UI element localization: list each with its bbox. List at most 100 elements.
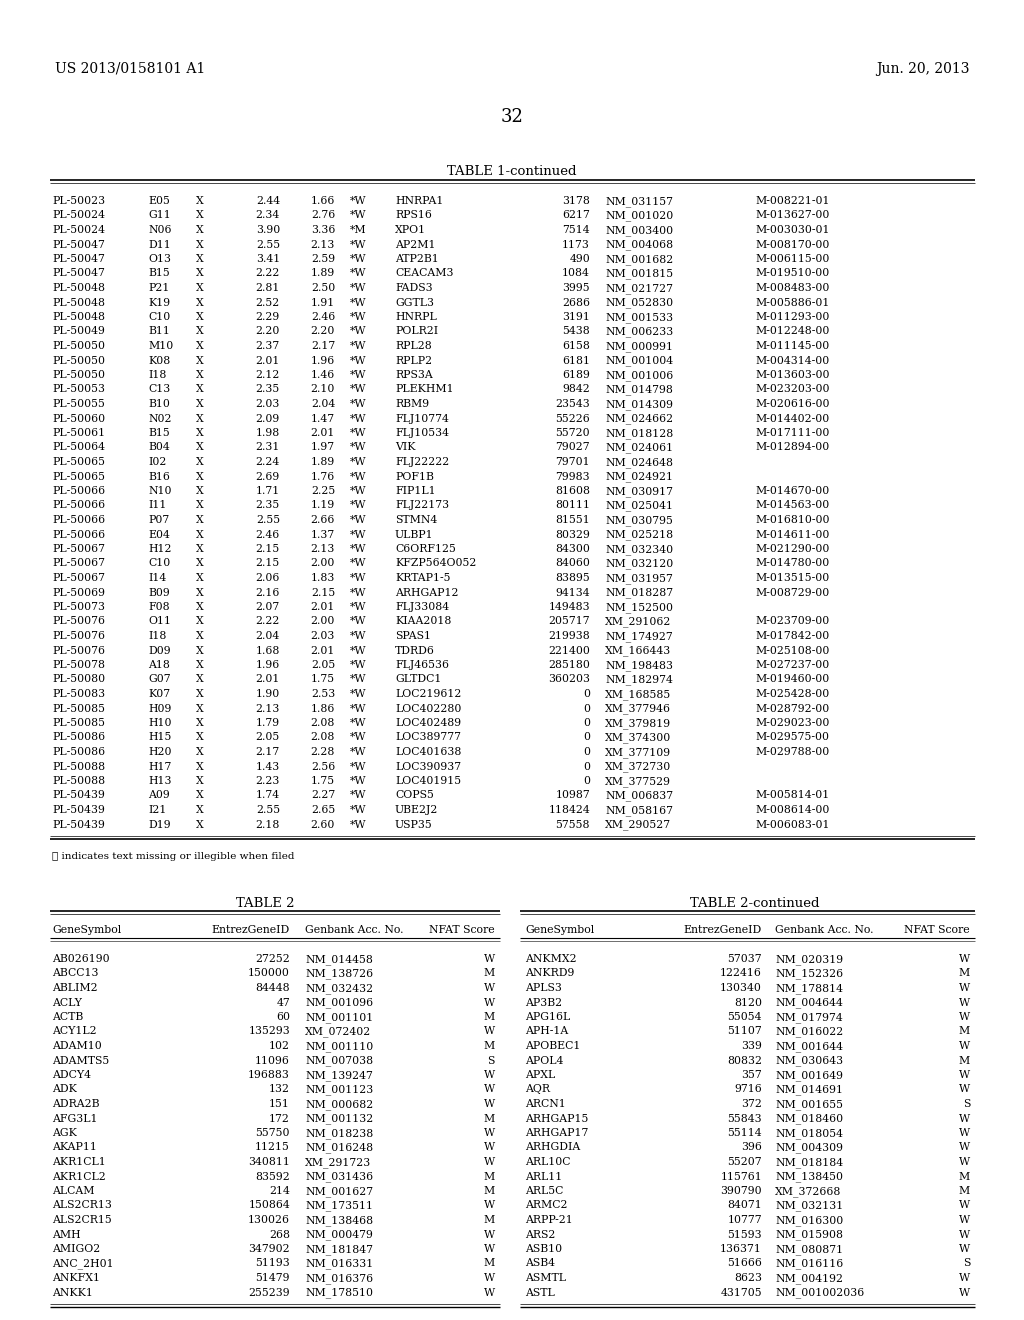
Text: NM_139247: NM_139247	[305, 1071, 373, 1081]
Text: G11: G11	[148, 210, 171, 220]
Text: PL-50060: PL-50060	[52, 413, 105, 424]
Text: X: X	[196, 210, 204, 220]
Text: *W: *W	[350, 645, 367, 656]
Text: X: X	[196, 268, 204, 279]
Text: M-029575-00: M-029575-00	[755, 733, 829, 742]
Text: NM_032120: NM_032120	[605, 558, 673, 569]
Text: 55720: 55720	[555, 428, 590, 438]
Text: AQR: AQR	[525, 1085, 550, 1094]
Text: X: X	[196, 282, 204, 293]
Text: *W: *W	[350, 631, 367, 642]
Text: PL-50085: PL-50085	[52, 718, 105, 729]
Text: GLTDC1: GLTDC1	[395, 675, 441, 685]
Text: NM_031436: NM_031436	[305, 1172, 373, 1183]
Text: 79027: 79027	[555, 442, 590, 453]
Text: XM_377109: XM_377109	[605, 747, 671, 758]
Text: XM_379819: XM_379819	[605, 718, 671, 729]
Text: 3.36: 3.36	[310, 224, 335, 235]
Text: PL-50049: PL-50049	[52, 326, 104, 337]
Text: X: X	[196, 616, 204, 627]
Text: 1.86: 1.86	[310, 704, 335, 714]
Text: 3995: 3995	[562, 282, 590, 293]
Text: M-017111-00: M-017111-00	[755, 428, 829, 438]
Text: 83895: 83895	[555, 573, 590, 583]
Text: 1.37: 1.37	[310, 529, 335, 540]
Text: 118424: 118424	[548, 805, 590, 814]
Text: S: S	[963, 1258, 970, 1269]
Text: PL-50078: PL-50078	[52, 660, 105, 671]
Text: 10987: 10987	[555, 791, 590, 800]
Text: LOC402280: LOC402280	[395, 704, 462, 714]
Text: FADS3: FADS3	[395, 282, 432, 293]
Text: M-023709-00: M-023709-00	[755, 616, 829, 627]
Text: NM_004192: NM_004192	[775, 1272, 843, 1284]
Text: 80329: 80329	[555, 529, 590, 540]
Text: 2.13: 2.13	[310, 239, 335, 249]
Text: I18: I18	[148, 370, 166, 380]
Text: Genbank Acc. No.: Genbank Acc. No.	[775, 925, 873, 935]
Text: M-025428-00: M-025428-00	[755, 689, 829, 700]
Text: NM_014691: NM_014691	[775, 1085, 843, 1096]
Text: I14: I14	[148, 573, 166, 583]
Text: K08: K08	[148, 355, 170, 366]
Text: 79983: 79983	[555, 471, 590, 482]
Text: ARHGAP17: ARHGAP17	[525, 1129, 589, 1138]
Text: NM_001101: NM_001101	[305, 1012, 374, 1023]
Text: 150864: 150864	[248, 1200, 290, 1210]
Text: ASB10: ASB10	[525, 1243, 562, 1254]
Text: ARPP-21: ARPP-21	[525, 1214, 572, 1225]
Text: X: X	[196, 312, 204, 322]
Text: *W: *W	[350, 457, 367, 467]
Text: 2.03: 2.03	[256, 399, 280, 409]
Text: 2.55: 2.55	[256, 805, 280, 814]
Text: W: W	[484, 1129, 495, 1138]
Text: M-013603-00: M-013603-00	[755, 370, 829, 380]
Text: W: W	[958, 1114, 970, 1123]
Text: X: X	[196, 660, 204, 671]
Text: X: X	[196, 776, 204, 785]
Text: NM_001006: NM_001006	[605, 370, 673, 380]
Text: X: X	[196, 645, 204, 656]
Text: 1.89: 1.89	[310, 457, 335, 467]
Text: PL-50065: PL-50065	[52, 471, 105, 482]
Text: NM_032432: NM_032432	[305, 983, 373, 994]
Text: PL-50066: PL-50066	[52, 500, 105, 511]
Text: M-008221-01: M-008221-01	[755, 195, 829, 206]
Text: 9716: 9716	[734, 1085, 762, 1094]
Text: NM_006837: NM_006837	[605, 791, 673, 801]
Text: ASTL: ASTL	[525, 1287, 555, 1298]
Text: NM_181847: NM_181847	[305, 1243, 373, 1255]
Text: 132: 132	[269, 1085, 290, 1094]
Text: 2.25: 2.25	[310, 486, 335, 496]
Text: B16: B16	[148, 471, 170, 482]
Text: NM_032340: NM_032340	[605, 544, 673, 554]
Text: *W: *W	[350, 689, 367, 700]
Text: X: X	[196, 515, 204, 525]
Text: ⓘ indicates text missing or illegible when filed: ⓘ indicates text missing or illegible wh…	[52, 851, 295, 861]
Text: 2.29: 2.29	[256, 312, 280, 322]
Text: 51107: 51107	[727, 1027, 762, 1036]
Text: 2.20: 2.20	[256, 326, 280, 337]
Text: NM_024648: NM_024648	[605, 457, 673, 467]
Text: LOC390937: LOC390937	[395, 762, 461, 771]
Text: 390790: 390790	[720, 1185, 762, 1196]
Text: PL-50047: PL-50047	[52, 239, 104, 249]
Text: 339: 339	[741, 1041, 762, 1051]
Text: ARS2: ARS2	[525, 1229, 555, 1239]
Text: *W: *W	[350, 747, 367, 756]
Text: 135293: 135293	[248, 1027, 290, 1036]
Text: 80111: 80111	[555, 500, 590, 511]
Text: NM_052830: NM_052830	[605, 297, 673, 308]
Text: ANKK1: ANKK1	[52, 1287, 93, 1298]
Text: 2.23: 2.23	[256, 776, 280, 785]
Text: 11215: 11215	[255, 1143, 290, 1152]
Text: NM_001815: NM_001815	[605, 268, 673, 280]
Text: NM_025041: NM_025041	[605, 500, 673, 511]
Text: 51479: 51479	[256, 1272, 290, 1283]
Text: APXL: APXL	[525, 1071, 555, 1080]
Text: NM_198483: NM_198483	[605, 660, 673, 671]
Text: *W: *W	[350, 312, 367, 322]
Text: 2.53: 2.53	[310, 689, 335, 700]
Text: NM_014309: NM_014309	[605, 399, 673, 409]
Text: M-013627-00: M-013627-00	[755, 210, 829, 220]
